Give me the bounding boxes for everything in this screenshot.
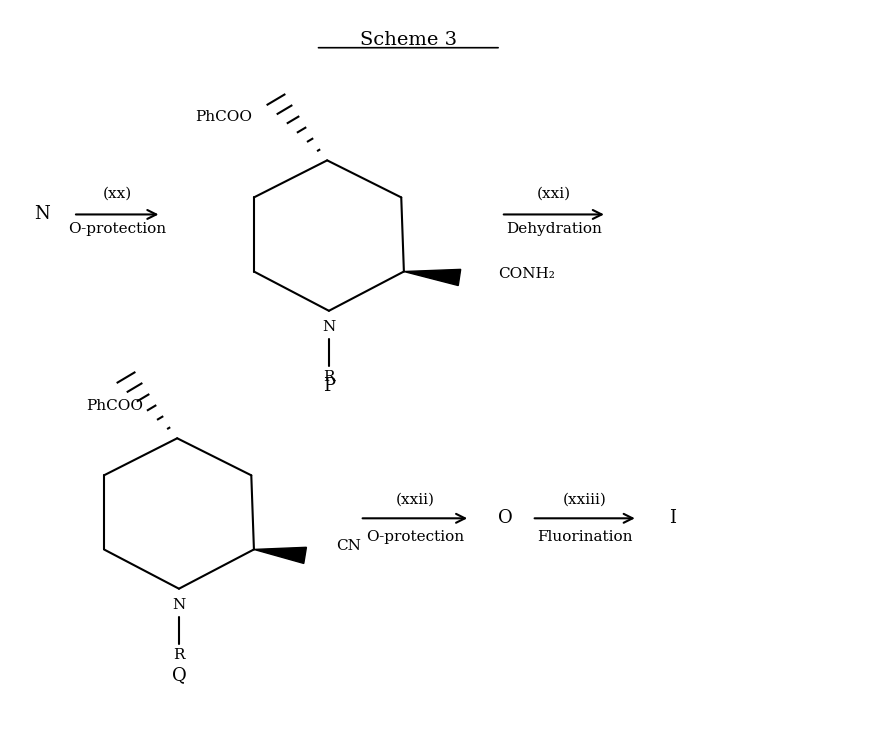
Text: O: O [498, 510, 513, 527]
Text: (xx): (xx) [102, 186, 132, 201]
Text: N: N [323, 320, 335, 334]
Text: Q: Q [171, 667, 186, 685]
Text: Fluorination: Fluorination [537, 530, 633, 544]
Text: CN: CN [336, 540, 361, 553]
Text: (xxiii): (xxiii) [563, 493, 607, 507]
Text: (xxii): (xxii) [396, 493, 435, 507]
Text: PhCOO: PhCOO [86, 399, 143, 413]
Text: R: R [173, 649, 185, 662]
Text: (xxi): (xxi) [537, 186, 571, 201]
Text: CONH₂: CONH₂ [498, 267, 556, 281]
Polygon shape [404, 270, 461, 285]
Text: Dehydration: Dehydration [506, 222, 602, 236]
Text: N: N [172, 598, 185, 612]
Text: I: I [669, 510, 676, 527]
Text: PhCOO: PhCOO [195, 109, 252, 124]
Text: O-protection: O-protection [68, 222, 167, 236]
Polygon shape [254, 547, 306, 563]
Text: Scheme 3: Scheme 3 [359, 31, 457, 49]
Text: P: P [323, 378, 335, 396]
Text: O-protection: O-protection [366, 530, 464, 544]
Text: R: R [323, 371, 335, 384]
Text: N: N [34, 205, 50, 223]
